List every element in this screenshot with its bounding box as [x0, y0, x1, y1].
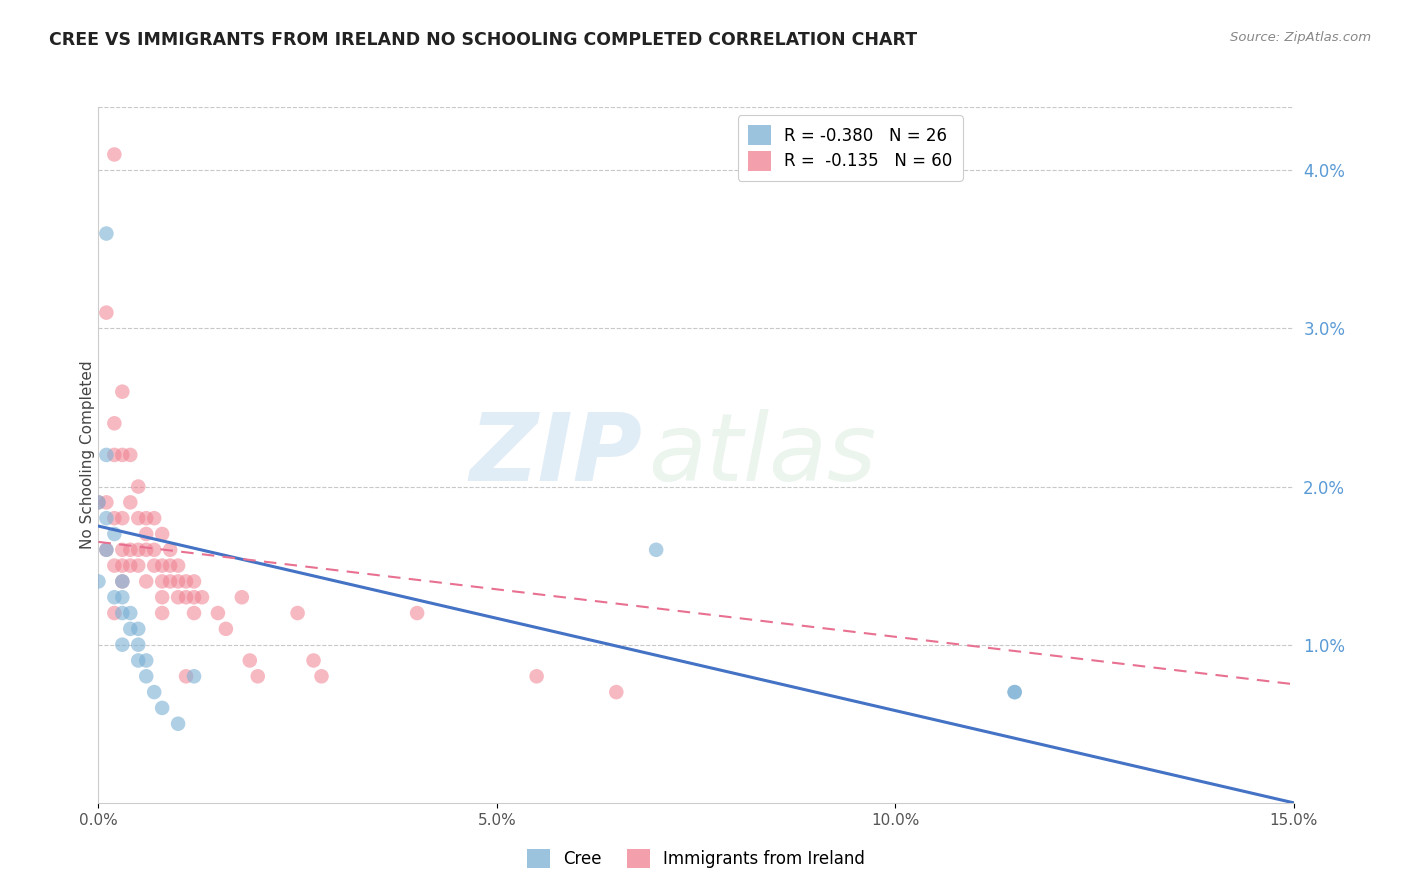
Point	[103, 558, 125, 573]
Legend: Cree, Immigrants from Ireland: Cree, Immigrants from Ireland	[520, 842, 872, 874]
Point	[150, 574, 173, 589]
Point	[103, 448, 125, 462]
Point	[103, 417, 125, 431]
Point	[143, 542, 166, 557]
Point	[96, 448, 118, 462]
Point	[111, 558, 134, 573]
Point	[103, 606, 125, 620]
Point	[96, 305, 118, 319]
Point	[96, 542, 118, 557]
Point	[246, 669, 269, 683]
Point	[96, 495, 118, 509]
Point	[1004, 685, 1026, 699]
Point	[174, 669, 197, 683]
Point	[111, 511, 134, 525]
Point	[287, 606, 309, 620]
Point	[207, 606, 229, 620]
Point	[183, 669, 205, 683]
Point	[143, 558, 166, 573]
Point	[174, 591, 197, 605]
Text: CREE VS IMMIGRANTS FROM IRELAND NO SCHOOLING COMPLETED CORRELATION CHART: CREE VS IMMIGRANTS FROM IRELAND NO SCHOO…	[49, 31, 917, 49]
Point	[96, 542, 118, 557]
Point	[135, 542, 157, 557]
Point	[120, 622, 142, 636]
Point	[120, 542, 142, 557]
Point	[191, 591, 214, 605]
Point	[311, 669, 333, 683]
Point	[111, 606, 134, 620]
Point	[143, 685, 166, 699]
Point	[135, 669, 157, 683]
Point	[167, 558, 190, 573]
Point	[605, 685, 627, 699]
Point	[239, 653, 262, 667]
Point	[645, 542, 668, 557]
Point	[406, 606, 429, 620]
Point	[127, 622, 149, 636]
Point	[215, 622, 238, 636]
Point	[167, 716, 190, 731]
Point	[103, 147, 125, 161]
Point	[87, 574, 110, 589]
Point	[111, 574, 134, 589]
Point	[183, 574, 205, 589]
Point	[111, 542, 134, 557]
Point	[120, 495, 142, 509]
Text: atlas: atlas	[648, 409, 876, 500]
Point	[135, 653, 157, 667]
Point	[1004, 685, 1026, 699]
Point	[120, 558, 142, 573]
Text: ZIP: ZIP	[470, 409, 643, 501]
Text: Source: ZipAtlas.com: Source: ZipAtlas.com	[1230, 31, 1371, 45]
Point	[167, 574, 190, 589]
Point	[120, 606, 142, 620]
Point	[96, 511, 118, 525]
Point	[135, 527, 157, 541]
Point	[135, 574, 157, 589]
Point	[111, 574, 134, 589]
Point	[150, 591, 173, 605]
Point	[159, 574, 181, 589]
Point	[183, 606, 205, 620]
Point	[87, 495, 110, 509]
Point	[111, 448, 134, 462]
Point	[231, 591, 253, 605]
Point	[103, 591, 125, 605]
Point	[96, 227, 118, 241]
Point	[150, 606, 173, 620]
Point	[150, 527, 173, 541]
Point	[526, 669, 548, 683]
Point	[87, 495, 110, 509]
Point	[302, 653, 325, 667]
Point	[127, 542, 149, 557]
Point	[183, 591, 205, 605]
Point	[174, 574, 197, 589]
Point	[103, 527, 125, 541]
Point	[135, 511, 157, 525]
Point	[159, 558, 181, 573]
Point	[127, 653, 149, 667]
Y-axis label: No Schooling Completed: No Schooling Completed	[80, 360, 94, 549]
Point	[127, 479, 149, 493]
Point	[111, 591, 134, 605]
Point	[103, 511, 125, 525]
Point	[120, 448, 142, 462]
Point	[127, 511, 149, 525]
Point	[111, 638, 134, 652]
Point	[111, 384, 134, 399]
Point	[143, 511, 166, 525]
Point	[159, 542, 181, 557]
Point	[150, 558, 173, 573]
Point	[167, 591, 190, 605]
Point	[127, 638, 149, 652]
Point	[127, 558, 149, 573]
Point	[150, 701, 173, 715]
